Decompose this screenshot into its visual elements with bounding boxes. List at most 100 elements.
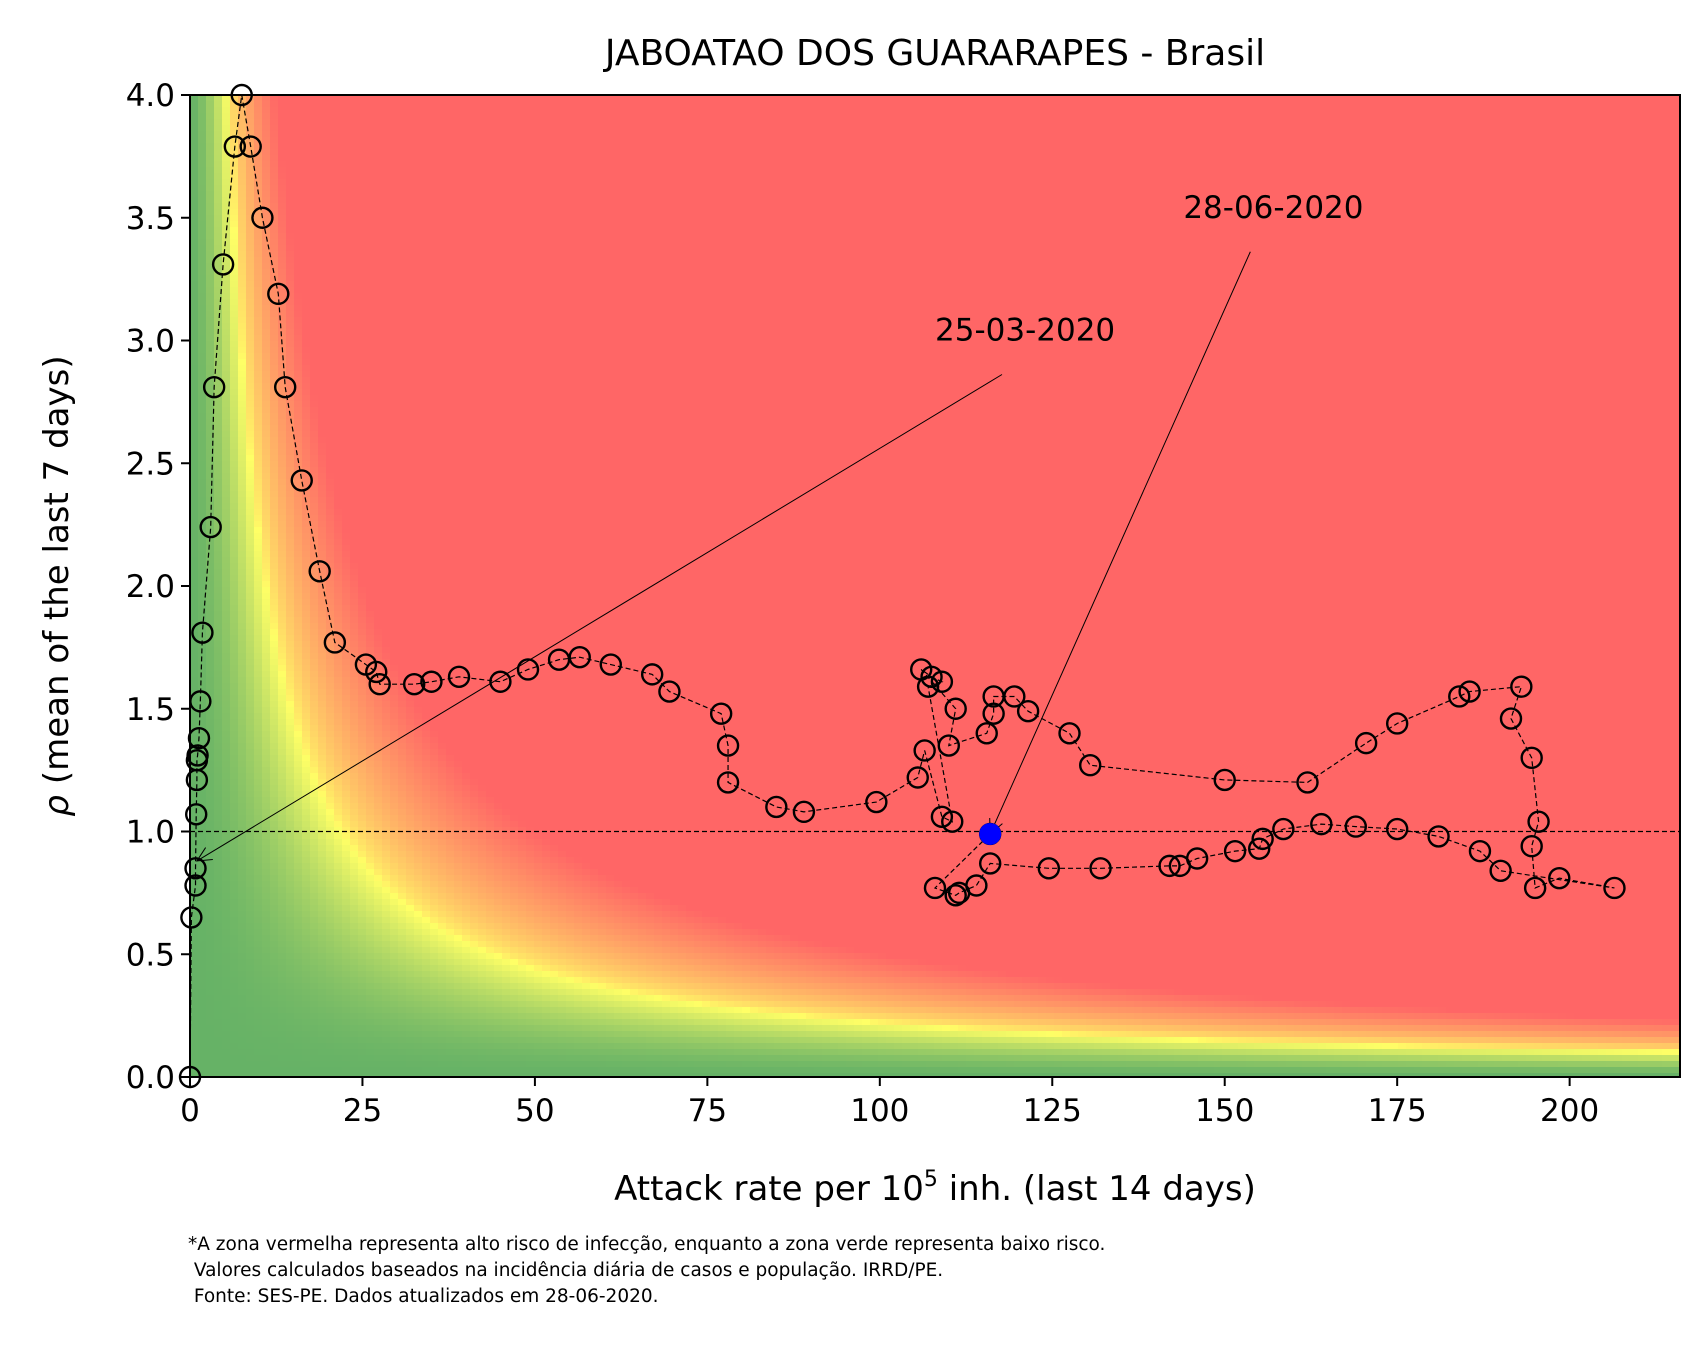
heatmap-cell [374,113,383,120]
heatmap-cell [374,923,383,930]
heatmap-cell [286,197,295,204]
heatmap-cell [318,743,327,750]
heatmap-cell [286,143,295,150]
heatmap-cell [382,179,391,186]
heatmap-cell [334,677,343,684]
heatmap-cell [222,533,231,540]
heatmap-cell [334,827,343,834]
heatmap-cell [286,833,295,840]
heatmap-cell [374,707,383,714]
heatmap-cell [310,509,319,516]
heatmap-cell [190,827,199,834]
heatmap-cell [254,1049,263,1056]
heatmap-cell [334,899,343,906]
heatmap-cell [318,263,327,270]
heatmap-cell [190,611,199,618]
heatmap-cell [302,257,311,264]
heatmap-cell [318,299,327,306]
heatmap-cell [262,581,271,588]
heatmap-cell [366,521,375,528]
heatmap-cell [278,827,287,834]
heatmap-cell [334,335,343,342]
heatmap-cell [294,509,303,516]
heatmap-cell [270,719,279,726]
heatmap-cell [222,371,231,378]
heatmap-cell [358,809,367,816]
heatmap-cell [238,305,247,312]
heatmap-cell [326,143,335,150]
heatmap-cell [342,539,351,546]
heatmap-cell [342,869,351,876]
heatmap-cell [390,383,399,390]
heatmap-cell [294,317,303,324]
heatmap-cell [294,1019,303,1026]
heatmap-cell [350,863,359,870]
heatmap-cell [390,113,399,120]
heatmap-cell [302,905,311,912]
heatmap-cell [334,227,343,234]
heatmap-cell [310,977,319,984]
heatmap-cell [366,905,375,912]
heatmap-cell [238,167,247,174]
heatmap-cell [374,845,383,852]
heatmap-cell [382,1067,391,1074]
heatmap-cell [350,707,359,714]
heatmap-cell [222,173,231,180]
heatmap-cell [382,755,391,762]
heatmap-cell [238,647,247,654]
heatmap-cell [294,767,303,774]
heatmap-cell [294,1061,303,1068]
heatmap-cell [334,875,343,882]
heatmap-cell [374,581,383,588]
heatmap-cell [198,233,207,240]
heatmap-cell [382,1013,391,1020]
heatmap-cell [214,851,223,858]
heatmap-cell [366,257,375,264]
heatmap-cell [190,791,199,798]
heatmap-cell [334,725,343,732]
heatmap-cell [326,377,335,384]
heatmap-cell [374,293,383,300]
heatmap-cell [206,839,215,846]
heatmap-cell [310,749,319,756]
heatmap-cell [294,155,303,162]
heatmap-cell [214,755,223,762]
heatmap-cell [262,1049,271,1056]
heatmap-cell [262,575,271,582]
heatmap-cell [262,305,271,312]
heatmap-cell [222,521,231,528]
heatmap-cell [294,551,303,558]
heatmap-cell [366,341,375,348]
heatmap-cell [206,383,215,390]
heatmap-cell [302,209,311,216]
heatmap-cell [318,233,327,240]
heatmap-cell [190,215,199,222]
heatmap-cell [350,347,359,354]
heatmap-cell [214,617,223,624]
heatmap-cell [278,647,287,654]
heatmap-cell [334,791,343,798]
heatmap-cell [318,215,327,222]
heatmap-cell [278,521,287,528]
heatmap-cell [238,545,247,552]
heatmap-cell [254,1001,263,1008]
heatmap-cell [254,197,263,204]
heatmap-cell [230,473,239,480]
heatmap-cell [294,533,303,540]
heatmap-cell [342,989,351,996]
heatmap-cell [334,533,343,540]
heatmap-cell [246,935,255,942]
heatmap-cell [334,287,343,294]
heatmap-cell [358,629,367,636]
heatmap-cell [358,359,367,366]
heatmap-cell [310,917,319,924]
heatmap-cell [214,791,223,798]
heatmap-cell [342,695,351,702]
heatmap-cell [214,713,223,720]
heatmap-cell [222,683,231,690]
heatmap-cell [366,353,375,360]
heatmap-cell [278,779,287,786]
heatmap-cell [222,239,231,246]
heatmap-cell [318,359,327,366]
heatmap-cell [358,365,367,372]
